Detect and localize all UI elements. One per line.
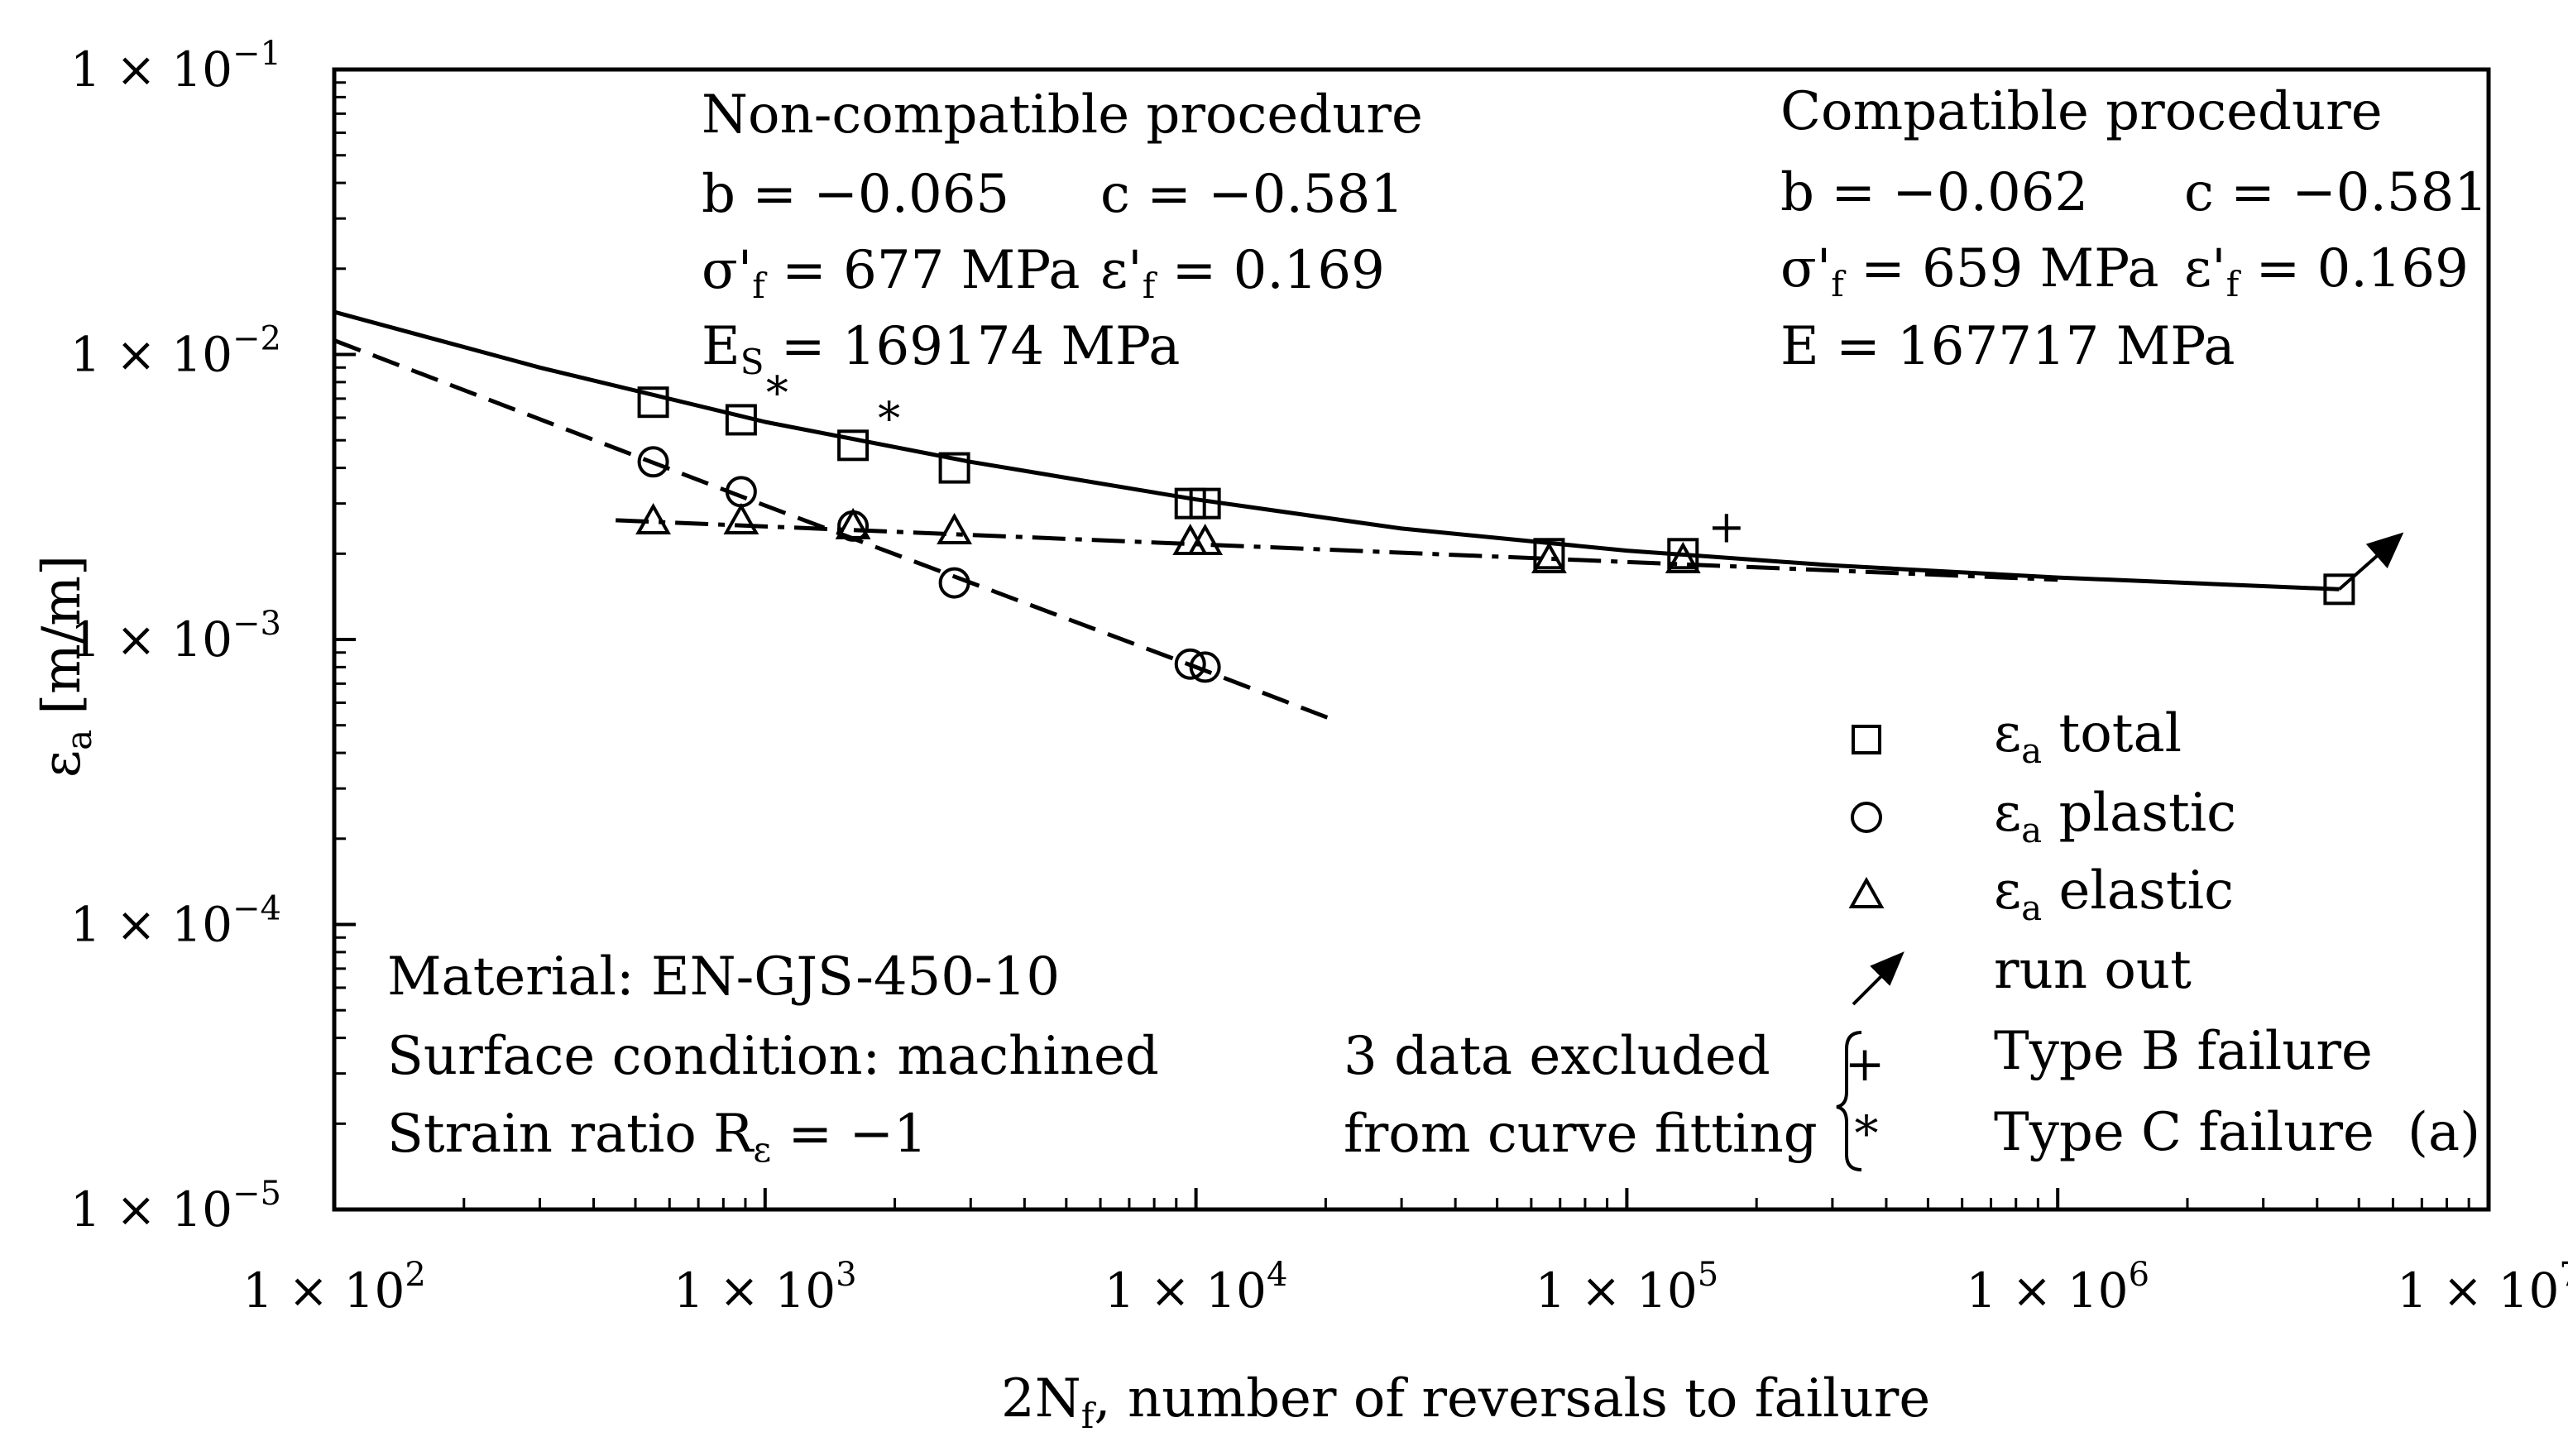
noncompatible-eps: ε'f = 0.169 [1100, 240, 1385, 306]
marker-elastic [1665, 541, 1701, 573]
brace-icon [1836, 1031, 1862, 1171]
y-tick-label: 1 × 10−5 [70, 1175, 281, 1238]
compatible-title: Compatible procedure [1780, 81, 2383, 142]
marker-plastic [1189, 651, 1221, 683]
x-tick-label: 1 × 107 [2397, 1256, 2568, 1319]
marker-elastic [937, 512, 973, 545]
x-tick-label: 1 × 106 [1966, 1256, 2149, 1319]
marker-elastic [1531, 541, 1567, 573]
marker-total [2323, 573, 2355, 606]
y-tick-label: 1 × 10−2 [70, 320, 281, 383]
marker-total [1533, 538, 1565, 570]
excluded-line-1: 3 data excluded [1344, 1026, 1770, 1087]
major-ticks [333, 68, 2490, 1211]
legend-arrow-icon [1852, 951, 1904, 1006]
strain-ratio-label: Strain ratio Rε = −1 [387, 1104, 927, 1170]
runout-arrow-shaft [2338, 554, 2379, 591]
noncompatible-block: Non-compatible procedure b = −0.065 c = … [702, 84, 1423, 382]
legend-label-typeB: Type B failure [1994, 1021, 2373, 1082]
type-c-marker: * [766, 366, 788, 419]
y-tick-label: 1 × 10−4 [70, 890, 281, 953]
panel-label: (a) [2408, 1102, 2480, 1163]
curve-solid [333, 309, 2340, 592]
marker-elastic [635, 502, 672, 535]
x-axis-label: 2Nf, number of reversals to failure [1001, 1368, 1930, 1436]
legend-square-icon [1852, 725, 1881, 754]
noncompatible-c: c = −0.581 [1100, 164, 1404, 225]
marker-elastic [835, 507, 871, 539]
legend-label-total: εa total [1994, 703, 2182, 771]
legend: εa total εa plastic εa elastic run out +… [1845, 703, 2374, 1163]
noncompatible-b: b = −0.065 [702, 164, 1009, 225]
special-markers: * * + [766, 366, 2404, 591]
compatible-sigma: σ'f = 659 MPa [1780, 238, 2159, 304]
x-tick-label: 1 × 102 [242, 1256, 426, 1319]
legend-circle-icon [1851, 802, 1882, 833]
compatible-b: b = −0.062 [1780, 162, 2088, 223]
compatible-E: E = 167717 MPa [1780, 316, 2235, 377]
plot-frame [332, 67, 2491, 1212]
noncompatible-E: ES = 169174 MPa [702, 316, 1180, 382]
excluded-note: 3 data excluded from curve fitting [1344, 1026, 1862, 1171]
legend-star-icon: * [1855, 1105, 1879, 1161]
x-tick-label: 1 × 103 [673, 1256, 857, 1319]
curve-dashdot [616, 518, 2058, 582]
y-axis-label: εa[m/m] [31, 555, 99, 778]
marker-elastic [723, 502, 759, 535]
compatible-eps: ε'f = 0.169 [2184, 238, 2469, 304]
legend-label-elastic: εa elastic [1994, 860, 2234, 928]
legend-label-runout: run out [1994, 940, 2192, 1001]
data-markers [635, 386, 2355, 683]
noncompatible-title: Non-compatible procedure [702, 84, 1423, 146]
marker-elastic [1187, 523, 1224, 556]
type-c-marker: * [878, 392, 900, 444]
runout-arrow-head [2365, 532, 2404, 568]
curve-dashed [333, 338, 1336, 723]
legend-label-typeC: Type C failure [1994, 1102, 2374, 1163]
legend-triangle-icon [1848, 876, 1885, 908]
material-label: Material: EN-GJS-450-10 [387, 946, 1060, 1008]
marker-total [837, 429, 870, 462]
marker-total [725, 404, 757, 436]
marker-total [1189, 487, 1221, 520]
x-tick-label: 1 × 105 [1536, 1256, 1719, 1319]
marker-plastic [1174, 648, 1206, 680]
x-tick-labels: 1 × 102 1 × 103 1 × 104 1 × 105 1 × 106 1 × 1… [242, 1256, 2568, 1319]
excluded-line-2: from curve fitting [1344, 1104, 1818, 1165]
y-tick-label: 1 × 10−3 [70, 605, 281, 668]
noncompatible-sigma: σ'f = 677 MPa [702, 240, 1080, 306]
marker-plastic [938, 567, 970, 599]
fit-curves [333, 309, 2340, 723]
surface-label: Surface condition: machined [387, 1026, 1159, 1087]
marker-total [1667, 538, 1699, 570]
compatible-block: Compatible procedure b = −0.062 c = −0.5… [1780, 81, 2488, 377]
marker-plastic [637, 446, 669, 478]
type-b-marker: + [1708, 500, 1745, 553]
marker-total [637, 386, 669, 419]
legend-plus-icon: + [1845, 1036, 1885, 1092]
legend-label-plastic: εa plastic [1994, 783, 2236, 850]
x-tick-label: 1 × 104 [1104, 1256, 1288, 1319]
compatible-c: c = −0.581 [2184, 162, 2488, 223]
material-info: Material: EN-GJS-450-10 Surface conditio… [387, 946, 1159, 1170]
y-tick-labels: 1 × 10−1 1 × 10−2 1 × 10−3 1 × 10−4 1 × 10−5 [70, 35, 281, 1238]
marker-total [938, 452, 970, 484]
y-tick-label: 1 × 10−1 [70, 35, 281, 98]
